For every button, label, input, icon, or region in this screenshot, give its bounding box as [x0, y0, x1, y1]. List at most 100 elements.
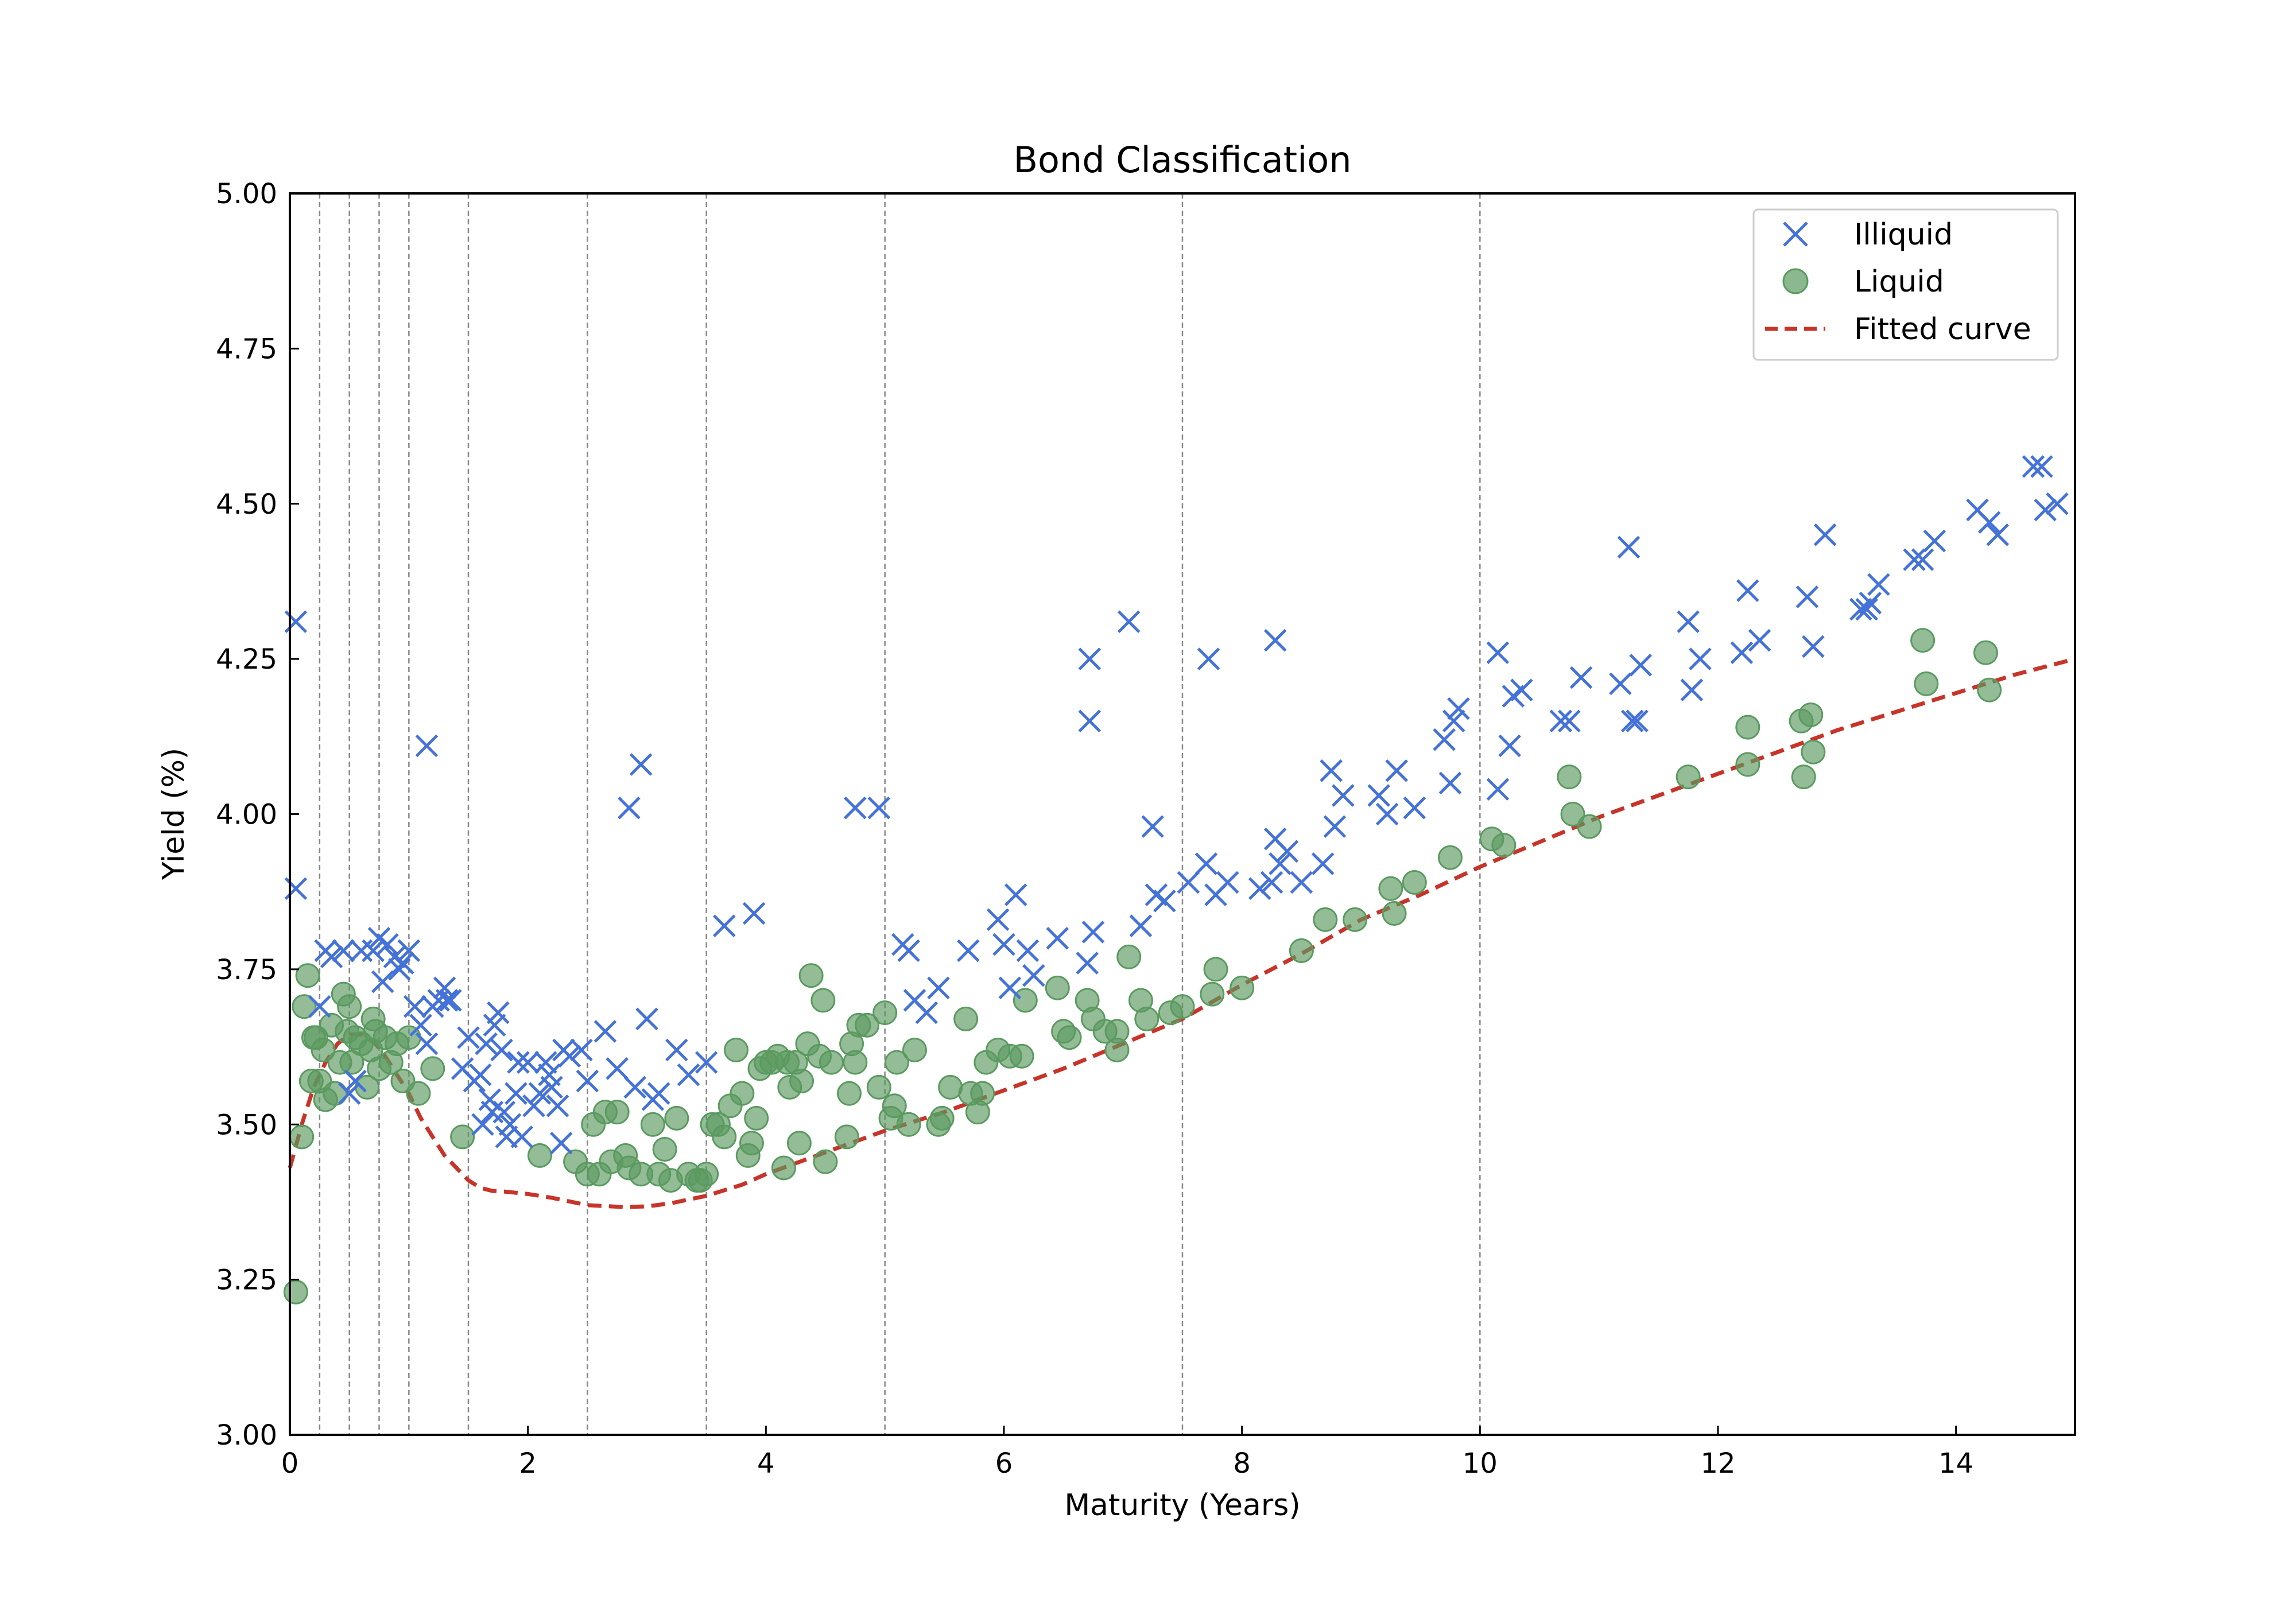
- illiquid-point: [1078, 709, 1102, 733]
- x-tick-label: 4: [757, 1447, 775, 1480]
- liquid-point: [953, 1006, 979, 1031]
- y-tick-label: 4.75: [216, 333, 277, 365]
- x-tick-label: 2: [519, 1447, 537, 1480]
- liquid-point: [1798, 702, 1824, 727]
- illiquid-point: [1078, 647, 1102, 670]
- illiquid-point: [1290, 871, 1313, 894]
- illiquid-point: [647, 1082, 670, 1105]
- illiquid-point: [320, 945, 343, 969]
- illiquid-point: [998, 976, 1022, 1000]
- y-tick-label: 4.00: [216, 799, 277, 831]
- x-tick-label: 8: [1233, 1447, 1251, 1480]
- liquid-point: [323, 1081, 348, 1106]
- liquid-point: [1313, 907, 1338, 932]
- illiquid-point: [1076, 952, 1099, 975]
- liquid-point: [1170, 994, 1195, 1019]
- liquid-point: [1735, 715, 1760, 740]
- reference-lines: [319, 193, 1481, 1435]
- liquid-point: [1289, 938, 1314, 963]
- illiquid-point: [1680, 678, 1704, 701]
- illiquid-point: [1736, 579, 1759, 602]
- liquid-point: [1057, 1025, 1082, 1050]
- illiquid-point: [546, 1094, 569, 1117]
- illiquid-point: [492, 1100, 515, 1124]
- illiquid-point: [1022, 964, 1045, 987]
- illiquid-point: [483, 1014, 506, 1037]
- y-tick-label: 4.25: [216, 643, 277, 676]
- illiquid-point: [1153, 890, 1176, 913]
- illiquid-point: [576, 1069, 599, 1093]
- y-tick-label: 3.50: [216, 1109, 277, 1141]
- liquid-point: [1013, 988, 1038, 1013]
- illiquid-point: [1977, 511, 2001, 534]
- illiquid-point: [629, 753, 653, 776]
- illiquid-point: [409, 1014, 432, 1037]
- illiquid-point: [2022, 455, 2045, 478]
- liquid-point: [1343, 907, 1368, 932]
- liquid-point: [896, 1112, 921, 1137]
- illiquid-point: [594, 1020, 617, 1043]
- illiquid-point: [1986, 523, 2009, 546]
- illiquid-point: [1617, 535, 1640, 559]
- illiquid-point: [1629, 654, 1652, 677]
- liquid-point: [712, 1124, 737, 1150]
- liquid-point: [798, 963, 824, 988]
- illiquid-point: [1677, 610, 1700, 633]
- liquid-point: [739, 1131, 764, 1156]
- liquid-point: [1557, 764, 1582, 790]
- liquid-point: [866, 1074, 891, 1100]
- illiquid-point: [1177, 871, 1200, 894]
- illiquid-point: [415, 734, 439, 758]
- illiquid-point: [1813, 523, 1837, 546]
- illiquid-point: [1117, 610, 1141, 633]
- illiquid-point: [457, 1026, 480, 1049]
- liquid-point: [1977, 677, 2002, 702]
- liquid-point: [289, 1124, 315, 1150]
- illiquid-point: [558, 1045, 581, 1068]
- illiquid-point: [867, 796, 891, 820]
- legend-box: [1752, 208, 2059, 361]
- liquid-point: [1230, 975, 1255, 1000]
- liquid-point: [724, 1037, 748, 1062]
- illiquid-point: [439, 989, 462, 1012]
- liquid-point: [640, 1112, 665, 1137]
- liquid-point: [836, 1081, 862, 1106]
- illiquid-point: [1016, 939, 1040, 962]
- illiquid-point: [376, 933, 399, 956]
- liquid-point: [1735, 752, 1760, 777]
- illiquid-point: [2034, 498, 2057, 522]
- liquid-point: [420, 1056, 445, 1081]
- illiquid-point: [618, 796, 641, 820]
- illiquid-point: [1141, 815, 1164, 838]
- illiquid-point: [510, 1125, 534, 1148]
- illiquid-point: [1375, 802, 1399, 826]
- y-tick-label: 3.00: [216, 1419, 277, 1451]
- illiquid-point: [490, 1038, 513, 1062]
- illiquid-point: [1269, 852, 1292, 875]
- illiquid-point: [606, 1057, 629, 1080]
- liquid-point: [744, 1105, 769, 1131]
- illiquid-point: [435, 989, 459, 1012]
- liquid-point: [1801, 739, 1826, 764]
- liquid-point: [527, 1143, 552, 1168]
- illiquid-point: [623, 1076, 647, 1099]
- illiquid-point: [992, 933, 1015, 956]
- illiquid-point: [742, 902, 766, 925]
- illiquid-point: [387, 958, 411, 981]
- y-axis-ticks: 3.00 3.25 3.50 3.75 4.00 4.25 4.50 4.75 5.00: [216, 178, 299, 1451]
- illiquid-point: [1332, 784, 1355, 807]
- illiquid-point: [471, 1113, 494, 1136]
- illiquid-points: [284, 455, 2069, 1155]
- x-axis-ticks: 0 2 4 6 8 10 12 14: [281, 1426, 1973, 1480]
- y-tick-label: 3.25: [216, 1264, 277, 1297]
- illiquid-point: [522, 1094, 545, 1117]
- illiquid-point: [1248, 877, 1271, 900]
- liquid-point: [295, 963, 320, 988]
- illiquid-point: [1911, 548, 1934, 571]
- legend-label-liquid: Liquid: [1854, 265, 1944, 299]
- illiquid-point: [1216, 871, 1239, 894]
- illiquid-point: [1367, 784, 1390, 807]
- liquid-point: [1438, 845, 1463, 870]
- illiquid-point: [534, 1051, 557, 1074]
